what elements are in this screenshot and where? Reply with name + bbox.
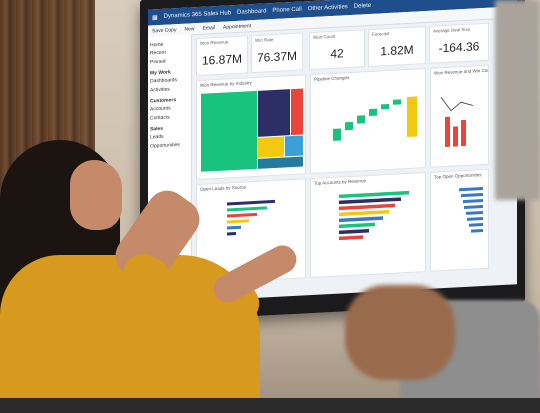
tab-dashboard[interactable]: Dashboard — [237, 8, 267, 16]
kpi-value: 76.37M — [256, 48, 298, 65]
app-grid-icon[interactable]: ▦ — [152, 14, 158, 21]
desk-edge — [0, 398, 540, 413]
bar[interactable] — [471, 229, 483, 233]
tab-other-activities[interactable]: Other Activities — [307, 4, 348, 13]
kpi-card[interactable]: Win Rate 76.37M — [251, 32, 303, 74]
sidebar-section-sales: Sales — [150, 125, 164, 132]
trend-line — [440, 96, 474, 112]
sidebar-item-leads[interactable]: Leads — [150, 133, 164, 141]
new-button[interactable]: New — [184, 25, 195, 33]
dashboard-content: Won Revenue 16.87M Win Rate 76.37M Won C… — [192, 17, 517, 301]
appointment-button[interactable]: Appointment — [223, 22, 252, 31]
bar[interactable] — [464, 205, 483, 210]
treemap-tile[interactable] — [258, 156, 303, 169]
bar[interactable] — [461, 193, 483, 198]
sidebar-section-customers: Customers — [150, 96, 177, 104]
presenter-face — [70, 160, 122, 230]
save-copy-button[interactable]: Save Copy — [152, 26, 177, 34]
bar[interactable] — [339, 235, 363, 241]
bar[interactable] — [339, 222, 375, 229]
bar[interactable] — [339, 209, 389, 217]
bar-panel-opportunities[interactable]: Top Open Opportunities — [430, 168, 489, 272]
bar-chart — [339, 190, 409, 241]
column-bar[interactable] — [445, 116, 450, 148]
kpi-label: Won Revenue — [200, 39, 229, 46]
viewer-head — [495, 0, 540, 200]
waterfall-bar[interactable] — [345, 121, 353, 131]
sidebar-item-home[interactable]: Home — [150, 41, 164, 48]
waterfall-bar[interactable] — [333, 128, 341, 141]
bar[interactable] — [339, 190, 409, 199]
bar[interactable] — [466, 211, 483, 215]
waterfall-bar[interactable] — [369, 108, 377, 116]
bar[interactable] — [227, 219, 249, 224]
bar[interactable] — [469, 223, 483, 227]
email-button[interactable]: Email — [202, 24, 215, 32]
sidebar-item-activities[interactable]: Activities — [150, 85, 170, 93]
treemap-tile[interactable] — [258, 136, 284, 158]
treemap-tile[interactable] — [258, 89, 290, 137]
column-chart — [440, 96, 474, 148]
treemap-tile[interactable] — [201, 90, 257, 172]
bar[interactable] — [227, 199, 275, 206]
waterfall-chart — [333, 96, 417, 141]
waterfall-bar[interactable] — [357, 115, 365, 124]
column-bar[interactable] — [453, 126, 458, 147]
sidebar-item-dashboards[interactable]: Dashboards — [150, 77, 177, 85]
sidebar-item-pinned[interactable]: Pinned — [150, 58, 166, 65]
kpi-value: 42 — [330, 46, 344, 62]
bar[interactable] — [467, 217, 483, 221]
bar[interactable] — [459, 187, 483, 192]
tab-delete[interactable]: Delete — [353, 2, 372, 10]
treemap-panel[interactable]: Won Revenue by Industry — [196, 74, 306, 181]
treemap-tile[interactable] — [291, 88, 303, 136]
bar[interactable] — [339, 228, 369, 235]
waterfall-bar[interactable] — [381, 103, 389, 110]
kpi-card[interactable]: Won Revenue 16.87M — [196, 35, 248, 77]
kpi-value: 16.87M — [201, 51, 243, 68]
bar[interactable] — [227, 225, 241, 230]
bar[interactable] — [339, 197, 401, 205]
bar-panel-leads[interactable]: Open Leads by Source — [196, 178, 306, 285]
column-bar[interactable] — [461, 119, 466, 147]
treemap-tile[interactable] — [285, 135, 303, 157]
sidebar-section-my-work: My Work — [150, 68, 171, 76]
kpi-label: Win Rate — [255, 37, 274, 43]
kpi-label: Won Count — [313, 33, 336, 40]
column-panel[interactable]: Won Revenue and Win Count — [430, 64, 489, 168]
viewer-clasped-hands — [345, 285, 455, 380]
bar[interactable] — [339, 203, 395, 211]
dashboard-screen: ▦ Dynamics 365 Sales Hub Dashboard Phone… — [148, 0, 517, 304]
waterfall-bar[interactable] — [393, 99, 401, 105]
bar[interactable] — [227, 231, 236, 236]
tab-phone-call[interactable]: Phone Call — [272, 6, 302, 15]
treemap-chart — [201, 88, 303, 172]
bar[interactable] — [227, 206, 267, 212]
waterfall-panel[interactable]: Pipeline Changes — [310, 68, 426, 175]
wall-display: ▦ Dynamics 365 Sales Hub Dashboard Phone… — [140, 0, 525, 323]
bar-panel-accounts[interactable]: Top Accounts by Revenue — [310, 172, 426, 279]
bar[interactable] — [339, 216, 383, 223]
waterfall-bar[interactable] — [407, 96, 417, 138]
sidebar-item-opportunities[interactable]: Opportunities — [150, 141, 180, 149]
bar[interactable] — [463, 199, 483, 204]
sidebar-item-contacts[interactable]: Contacts — [150, 113, 170, 121]
bar-chart — [227, 199, 275, 236]
kpi-card[interactable]: Won Count 42 — [309, 29, 365, 71]
sidebar-item-accounts[interactable]: Accounts — [150, 105, 171, 113]
sidebar-item-recent[interactable]: Recent — [150, 49, 166, 57]
app-title: Dynamics 365 Sales Hub — [163, 10, 232, 20]
bar[interactable] — [227, 212, 257, 218]
bar-chart — [459, 187, 483, 233]
